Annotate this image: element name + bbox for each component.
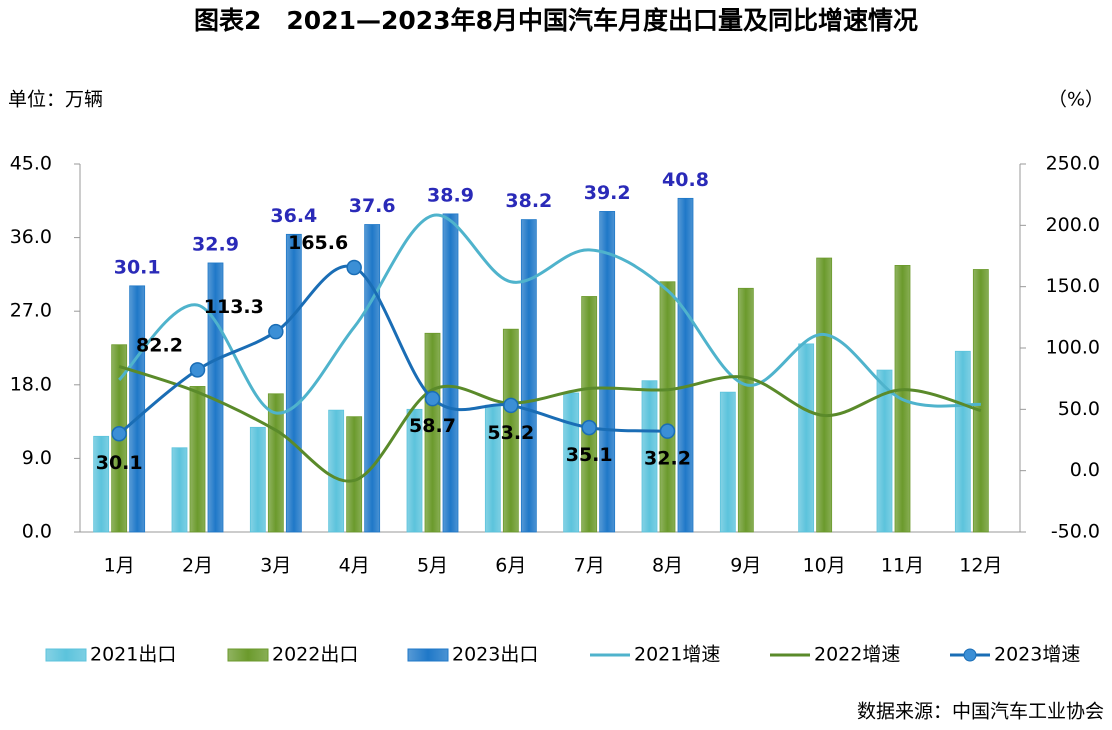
y-tick-label: 0.0 (22, 521, 52, 543)
x-tick-label: 4月 (339, 555, 370, 577)
line-marker (268, 323, 284, 340)
line-marker (424, 390, 441, 407)
bar (641, 380, 658, 533)
legend-marker (963, 648, 977, 662)
bar (442, 213, 459, 533)
y2-axis-label: （%） (1048, 89, 1104, 111)
legend-label: 2023出口 (452, 644, 538, 666)
bar (249, 426, 266, 533)
bar-label: 40.8 (662, 169, 709, 191)
x-tick-label: 1月 (104, 555, 135, 577)
bar (719, 391, 736, 533)
bar (93, 435, 110, 533)
bar (171, 447, 188, 533)
legend-swatch (227, 648, 269, 662)
y-tick-label: 18.0 (10, 373, 52, 395)
line-label: 35.1 (566, 444, 613, 466)
x-tick-label: 3月 (260, 555, 291, 577)
legend-label: 2021增速 (634, 644, 720, 666)
bar (972, 269, 989, 533)
bar (520, 219, 537, 533)
bar (659, 281, 676, 533)
bar-label: 32.9 (192, 233, 239, 255)
bar (798, 343, 815, 533)
line-marker (503, 397, 519, 414)
legend-swatch (45, 648, 87, 662)
line-marker (659, 423, 676, 439)
x-tick-label: 11月 (881, 555, 924, 577)
chart-title: 图表2 2021—2023年8月中国汽车月度出口量及同比增速情况 (194, 6, 918, 35)
y2-tick-label: 200.0 (1046, 214, 1100, 236)
bar (285, 233, 302, 533)
y2-tick-label: 250.0 (1046, 153, 1100, 175)
line-marker (346, 259, 362, 276)
bar (816, 257, 833, 533)
x-tick-label: 5月 (417, 555, 448, 577)
bar-label: 36.4 (270, 205, 317, 227)
bar (876, 369, 893, 533)
bar (677, 197, 694, 533)
bar (406, 408, 423, 533)
legend-label: 2023增速 (994, 644, 1080, 666)
line-label: 82.2 (136, 334, 183, 356)
line-label: 30.1 (96, 452, 143, 474)
bar (424, 332, 441, 533)
x-tick-label: 10月 (803, 555, 846, 577)
bar (581, 296, 598, 533)
x-tick-label: 2月 (182, 555, 213, 577)
bar (954, 350, 971, 533)
legend-label: 2021出口 (90, 644, 176, 666)
y2-tick-label: 50.0 (1058, 398, 1100, 420)
y-tick-label: 45.0 (10, 153, 52, 175)
y2-tick-label: 100.0 (1046, 337, 1100, 359)
y-axis-label: 单位：万辆 (8, 89, 103, 111)
bar (364, 224, 381, 533)
line-label: 58.7 (409, 415, 456, 437)
bar-label: 38.9 (427, 184, 474, 206)
bar (189, 386, 206, 533)
bar-label: 39.2 (584, 182, 631, 204)
legend-label: 2022出口 (272, 644, 358, 666)
x-tick-label: 9月 (730, 555, 761, 577)
line-label: 113.3 (204, 296, 264, 318)
line-label: 32.2 (644, 448, 691, 470)
x-tick-label: 8月 (652, 555, 683, 577)
bar-label: 38.2 (505, 190, 552, 212)
line-label: 165.6 (288, 232, 348, 254)
y-tick-label: 27.0 (10, 300, 52, 322)
y-tick-label: 36.0 (10, 226, 52, 248)
line-marker (111, 425, 127, 442)
bar (502, 328, 519, 533)
x-tick-label: 12月 (959, 555, 1002, 577)
y-tick-label: 9.0 (22, 447, 52, 469)
bar (129, 285, 146, 533)
y2-tick-label: 0.0 (1070, 459, 1100, 481)
legend-swatch (407, 648, 449, 662)
legend-label: 2022增速 (814, 644, 900, 666)
bar (737, 287, 754, 533)
source-note: 数据来源：中国汽车工业协会 (857, 701, 1104, 723)
bar (328, 409, 345, 533)
line-label: 53.2 (487, 422, 534, 444)
line (118, 364, 982, 483)
x-tick-label: 7月 (574, 555, 605, 577)
x-tick-label: 6月 (495, 555, 526, 577)
y2-tick-label: -50.0 (1051, 521, 1100, 543)
bar-label: 37.6 (349, 195, 396, 217)
bar-label: 30.1 (114, 256, 161, 278)
bar (599, 211, 616, 533)
line-marker (581, 419, 597, 436)
line-marker (189, 362, 206, 378)
bar (346, 416, 363, 533)
line (118, 213, 981, 415)
y2-tick-label: 150.0 (1046, 275, 1100, 297)
